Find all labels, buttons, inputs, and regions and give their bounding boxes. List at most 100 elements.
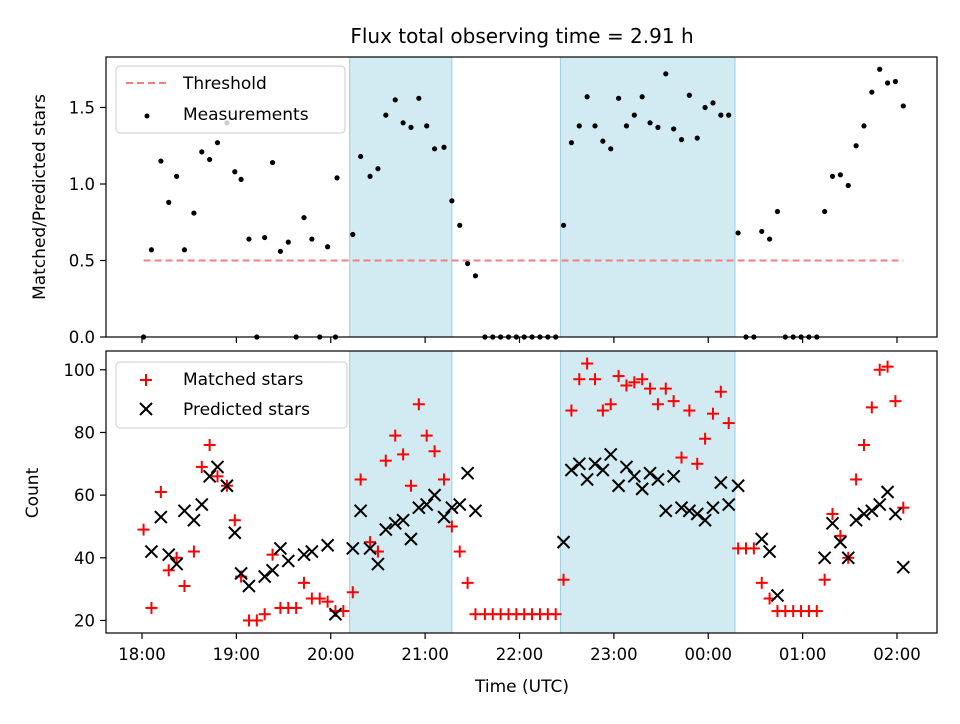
predicted-star-marker — [265, 563, 280, 578]
bottom-legend: Matched stars Predicted stars — [115, 361, 348, 429]
bottom-panel: 20 40 60 80 100 18:00 19:00 20:00 21:00 22:00 23:… — [23, 350, 938, 697]
matched-star-marker — [137, 523, 150, 536]
predicted-star-marker — [257, 569, 272, 584]
predicted-star-marker — [353, 504, 368, 518]
predicted-star-marker — [682, 504, 697, 518]
matched-star-marker — [612, 370, 625, 383]
shaded-span — [559, 350, 736, 634]
measurement-point — [441, 144, 447, 150]
measurement-point — [285, 239, 291, 245]
measurement-point — [576, 123, 582, 129]
x-tick-label: 18:00 — [118, 645, 166, 664]
matched-star-marker — [565, 404, 578, 417]
predicted-star-marker — [611, 479, 626, 493]
measurement-point — [309, 236, 315, 242]
bottom-plot-marks — [137, 357, 910, 627]
predicted-star-marker — [210, 460, 225, 474]
predicted-star-marker — [388, 516, 402, 531]
predicted-star-marker — [460, 466, 475, 480]
x-tick-label: 23:00 — [590, 645, 638, 664]
measurement-point — [884, 80, 891, 86]
matched-star-marker — [397, 448, 410, 461]
matched-star-marker — [412, 398, 425, 411]
x-tick-label: 22:00 — [496, 645, 544, 664]
measurement-point — [631, 112, 637, 118]
measurement-point — [600, 138, 606, 144]
top-shaded-spans — [349, 56, 736, 338]
predicted-star-marker — [580, 472, 594, 487]
matched-star-marker — [453, 545, 466, 558]
measurement-point — [568, 140, 575, 146]
matched-star-marker — [604, 398, 617, 411]
measurement-point — [718, 112, 724, 118]
measurement-point — [829, 173, 836, 179]
y-tick-label: 1.0 — [69, 175, 95, 194]
predicted-star-marker — [666, 469, 681, 484]
predicted-star-marker — [202, 469, 217, 484]
matched-star-marker — [675, 451, 688, 464]
measurement-point — [472, 273, 479, 279]
measurement-point — [892, 78, 899, 85]
matched-star-marker — [659, 382, 672, 395]
predicted-star-marker — [896, 560, 910, 574]
legend-matched-swatch — [140, 374, 152, 386]
matched-star-marker — [321, 595, 334, 608]
legend-matched-label: Matched stars — [183, 370, 303, 390]
predicted-star-marker — [556, 535, 571, 549]
matched-star-marker — [722, 417, 735, 430]
matched-star-marker — [850, 473, 863, 486]
measurement-point — [560, 222, 567, 228]
matched-star-marker — [628, 376, 641, 389]
matched-star-marker — [313, 592, 326, 605]
predicted-star-marker — [659, 504, 673, 518]
measurement-point — [158, 158, 164, 164]
top-y-axis-label: Matched/Predicted stars — [30, 94, 50, 300]
measurement-point — [174, 173, 180, 179]
y-tick-label: 0.5 — [69, 251, 95, 270]
predicted-star-marker — [297, 547, 311, 562]
measurement-point — [148, 247, 155, 253]
measurement-point — [853, 143, 859, 149]
predicted-star-marker — [195, 497, 209, 512]
measurement-point — [615, 95, 622, 101]
predicted-star-marker — [144, 544, 159, 559]
legend-predicted-swatch — [139, 402, 153, 416]
matched-star-marker — [404, 479, 417, 492]
measurement-point — [710, 100, 716, 106]
predicted-star-marker — [825, 516, 840, 531]
measurement-point — [837, 172, 843, 178]
predicted-star-marker — [363, 541, 377, 556]
measurement-point — [663, 71, 669, 77]
top-legend-box — [115, 65, 346, 134]
measurement-point — [269, 159, 276, 166]
measurement-point — [166, 199, 172, 205]
measurement-point — [766, 236, 773, 242]
measurement-point — [735, 230, 741, 236]
measurement-point — [181, 247, 188, 253]
measurement-point — [277, 248, 284, 254]
predicted-star-marker — [880, 485, 895, 499]
predicted-star-marker — [817, 551, 832, 565]
measurement-point — [647, 120, 653, 126]
measurement-point — [592, 123, 598, 129]
shaded-span — [559, 56, 736, 338]
predicted-star-marker — [872, 497, 887, 512]
matched-star-marker — [897, 501, 910, 514]
legend-threshold-label: Threshold — [182, 74, 267, 94]
predicted-star-marker — [468, 504, 483, 518]
matched-star-marker — [865, 401, 878, 414]
measurement-point — [408, 124, 414, 130]
measurement-point — [623, 123, 630, 129]
predicted-star-marker — [404, 532, 418, 546]
measurement-point — [678, 137, 685, 143]
x-tick-label: 20:00 — [307, 645, 355, 664]
predicted-star-marker — [187, 513, 201, 527]
measurement-point — [246, 236, 252, 242]
predicted-star-marker — [619, 460, 634, 474]
matched-star-marker — [549, 608, 562, 621]
measurement-point — [655, 124, 661, 130]
measurement-point — [822, 208, 828, 215]
measurement-point — [694, 135, 700, 141]
measurement-point — [686, 92, 692, 98]
measurement-point — [464, 260, 471, 267]
